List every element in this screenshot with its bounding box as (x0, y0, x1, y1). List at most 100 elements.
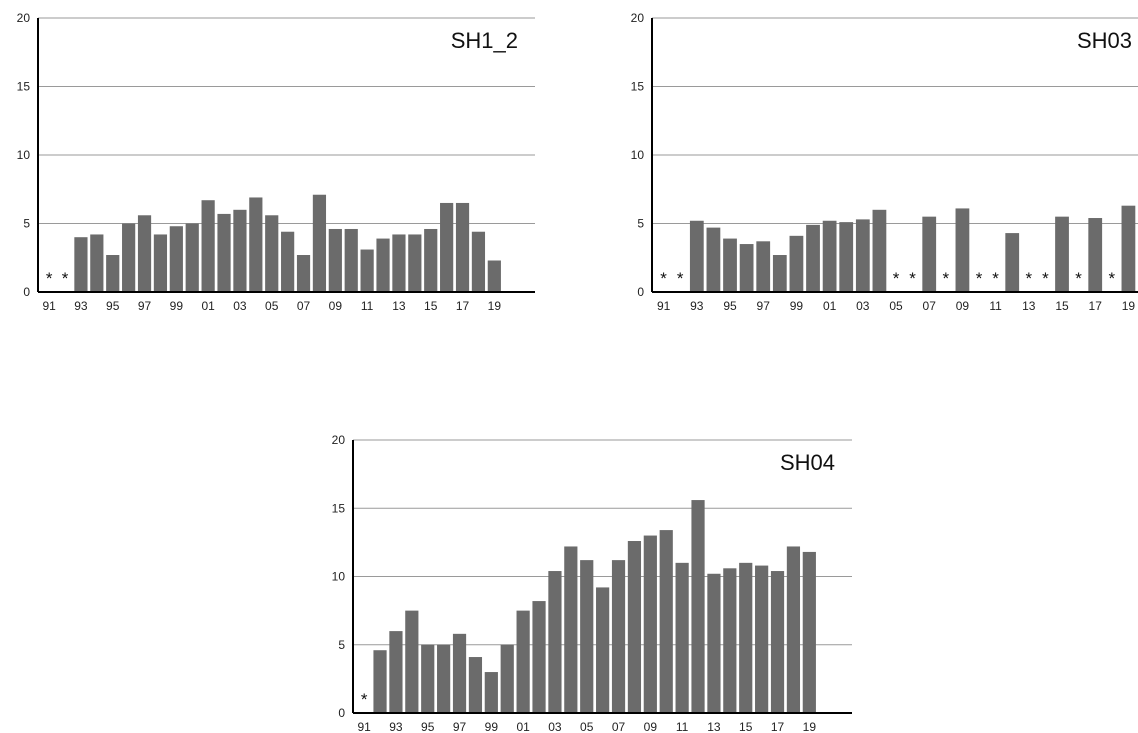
bar-96 (739, 244, 754, 292)
y-tick-label: 10 (631, 148, 645, 162)
bar-99 (789, 235, 804, 292)
bar-03 (855, 219, 870, 292)
chart-title: SH04 (780, 450, 835, 475)
bar-12 (1005, 233, 1020, 292)
bar-95 (421, 644, 435, 713)
x-tick-label: 95 (421, 720, 435, 733)
bar-93 (389, 631, 403, 713)
bar-03 (548, 571, 562, 713)
x-tick-label: 15 (424, 299, 438, 313)
y-tick-label: 15 (17, 80, 31, 94)
y-tick-label: 15 (631, 80, 645, 94)
bar-94 (706, 227, 721, 292)
bar-02 (839, 222, 854, 292)
bar-14 (408, 234, 422, 292)
missing-marker: * (1042, 269, 1049, 288)
x-tick-label: 97 (757, 299, 771, 313)
bar-99 (484, 672, 498, 713)
bar-11 (675, 562, 689, 713)
bar-03 (233, 209, 247, 292)
bar-16 (440, 202, 454, 292)
missing-marker: * (943, 269, 950, 288)
bar-12 (376, 238, 390, 292)
x-tick-label: 91 (357, 720, 371, 733)
x-tick-label: 05 (580, 720, 594, 733)
x-tick-label: 91 (657, 299, 671, 313)
bar-01 (822, 220, 837, 292)
x-tick-label: 09 (329, 299, 343, 313)
bar-93 (689, 220, 704, 292)
x-tick-label: 03 (856, 299, 870, 313)
chart-title: SH03 (1077, 28, 1132, 53)
y-tick-label: 20 (631, 11, 645, 25)
x-tick-label: 97 (138, 299, 152, 313)
x-tick-label: 13 (1022, 299, 1036, 313)
x-tick-label: 07 (297, 299, 311, 313)
missing-marker: * (677, 269, 684, 288)
x-tick-label: 01 (201, 299, 215, 313)
bar-15 (424, 228, 438, 292)
y-tick-label: 20 (17, 11, 31, 25)
bar-95 (106, 255, 120, 292)
y-tick-label: 0 (637, 285, 644, 299)
y-tick-label: 10 (17, 148, 31, 162)
x-tick-label: 93 (690, 299, 704, 313)
bar-06 (281, 231, 295, 292)
bar-04 (564, 546, 578, 713)
missing-marker: * (1026, 269, 1033, 288)
x-tick-label: 03 (548, 720, 562, 733)
x-tick-label: 97 (453, 720, 467, 733)
bar-04 (249, 197, 263, 292)
x-tick-label: 13 (707, 720, 721, 733)
bar-07 (296, 255, 311, 292)
x-tick-label: 93 (74, 299, 88, 313)
x-tick-label: 07 (612, 720, 626, 733)
bar-97 (756, 241, 771, 292)
y-tick-label: 15 (332, 501, 346, 515)
bar-07 (611, 560, 626, 713)
bar-15 (1055, 216, 1069, 292)
y-tick-label: 20 (332, 433, 346, 447)
bar-18 (471, 231, 486, 292)
x-tick-label: 17 (771, 720, 785, 733)
x-tick-label: 01 (516, 720, 530, 733)
bar-07 (922, 216, 937, 292)
x-tick-label: 17 (456, 299, 470, 313)
x-tick-label: 99 (790, 299, 804, 313)
missing-marker: * (893, 269, 900, 288)
x-tick-label: 95 (723, 299, 737, 313)
missing-marker: * (1109, 269, 1116, 288)
x-tick-label: 15 (1055, 299, 1069, 313)
y-tick-label: 0 (338, 706, 345, 720)
bar-96 (122, 223, 136, 292)
bar-96 (437, 644, 451, 713)
missing-marker: * (361, 690, 368, 709)
bar-08 (312, 194, 327, 292)
bar-17 (455, 202, 470, 292)
x-tick-label: 03 (233, 299, 247, 313)
bar-98 (772, 255, 787, 292)
missing-marker: * (1075, 269, 1082, 288)
bar-06 (596, 587, 610, 713)
bar-13 (392, 234, 406, 292)
x-tick-label: 93 (389, 720, 403, 733)
bar-00 (806, 224, 820, 292)
missing-marker: * (976, 269, 983, 288)
bar-97 (452, 633, 467, 713)
y-tick-label: 5 (637, 217, 644, 231)
x-tick-label: 95 (106, 299, 120, 313)
bar-01 (516, 610, 530, 713)
x-tick-label: 19 (803, 720, 817, 733)
x-tick-label: 11 (989, 299, 1002, 313)
bar-09 (643, 535, 657, 713)
x-tick-label: 91 (42, 299, 56, 313)
x-tick-label: 07 (923, 299, 937, 313)
bar-12 (691, 500, 705, 713)
bar-00 (500, 644, 514, 713)
missing-marker: * (909, 269, 916, 288)
chart-title: SH1_2 (451, 28, 518, 53)
x-tick-label: 01 (823, 299, 837, 313)
